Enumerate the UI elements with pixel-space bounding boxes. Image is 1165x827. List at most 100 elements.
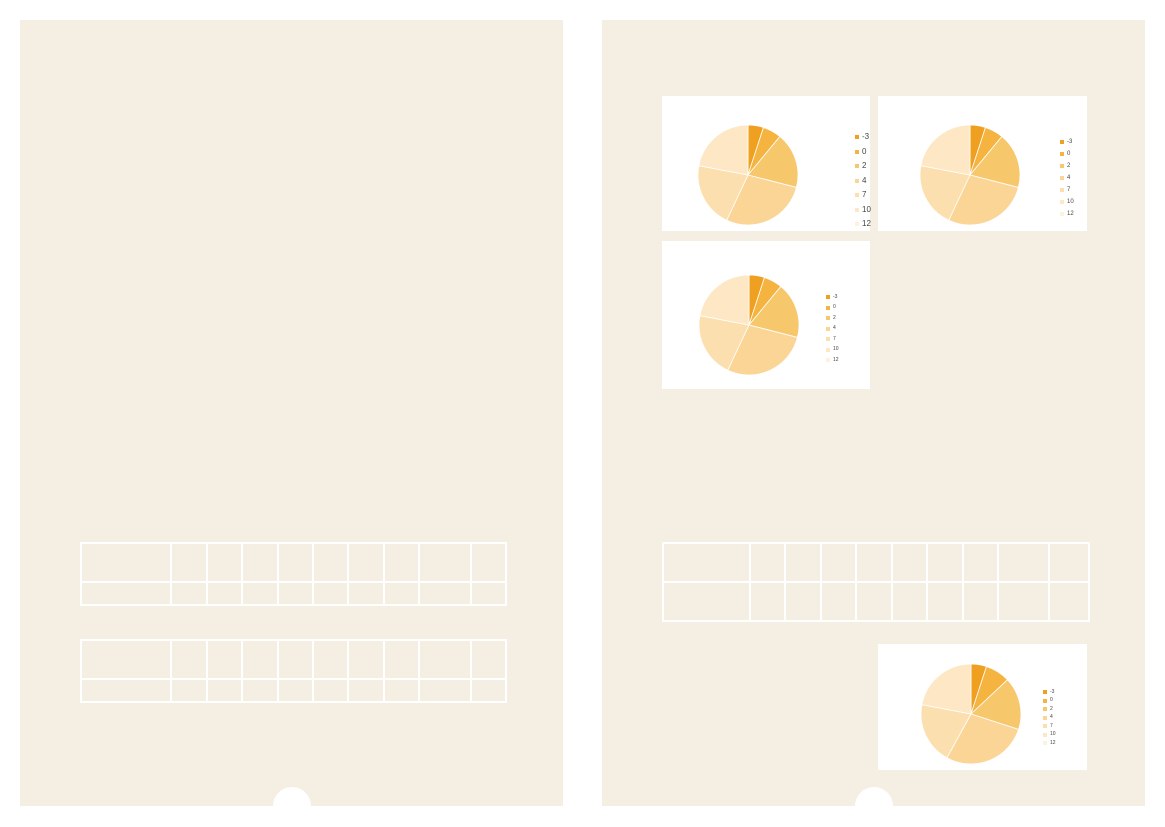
- legend-swatch: [826, 326, 830, 331]
- legend-swatch: [1060, 140, 1064, 144]
- table-cell: [962, 542, 999, 583]
- pie-slice-4: [726, 174, 797, 226]
- legend-label: 4: [833, 325, 836, 332]
- table-cell: [383, 542, 420, 583]
- table-cell: [206, 678, 243, 703]
- legend-swatch: [1043, 698, 1047, 703]
- legend-label: 7: [1050, 722, 1053, 729]
- table-cell: [241, 542, 279, 583]
- page-tab: [855, 787, 893, 825]
- table-cell: [418, 542, 472, 583]
- table-cell: [891, 542, 928, 583]
- pie-chart: -3 0 2 4 7 10 12: [878, 96, 1087, 231]
- table-cell: [312, 678, 349, 703]
- table-cell: [470, 678, 507, 703]
- table-cell: [347, 581, 385, 606]
- legend-item: 2: [1043, 705, 1056, 714]
- legend-item: 2: [1060, 160, 1074, 172]
- legend-label: 12: [833, 356, 839, 363]
- chart-legend: -3 0 2 4 7 10 12: [826, 292, 839, 366]
- pie-chart: -3 0 2 4 7 10 12: [878, 644, 1087, 770]
- table-cell: [1048, 581, 1090, 622]
- table-cell: [383, 581, 420, 606]
- table-cell: [855, 542, 893, 583]
- table-cell: [855, 581, 893, 622]
- legend-item: -3: [1043, 688, 1056, 697]
- pie-chart: -3 0 2 4 7 10 12: [662, 96, 871, 232]
- pie-slice-7: [919, 165, 971, 221]
- legend-item: 2: [855, 159, 871, 174]
- legend-swatch: [1060, 200, 1064, 204]
- table-cell: [383, 639, 420, 680]
- table-cell: [926, 581, 964, 622]
- pie-slice-4: [727, 324, 798, 376]
- table-cell: [170, 678, 208, 703]
- empty-table: [80, 639, 507, 703]
- table-cell: [749, 542, 786, 583]
- table-cell: [206, 542, 243, 583]
- table-cell: [241, 581, 279, 606]
- legend-swatch: [855, 207, 859, 212]
- legend-label: 7: [862, 190, 867, 200]
- legend-swatch: [1060, 152, 1064, 156]
- legend-item: 4: [1043, 714, 1056, 723]
- table-cell: [206, 639, 243, 680]
- pie-slice-2: [969, 135, 1021, 188]
- legend-item: -3: [826, 292, 839, 303]
- table-cell: [820, 542, 857, 583]
- legend-swatch: [1060, 212, 1064, 216]
- table-cell: [962, 581, 999, 622]
- pie-slice-10: [698, 124, 749, 176]
- legend-swatch: [1043, 690, 1047, 695]
- table-cell: [1048, 542, 1090, 583]
- legend-item: 12: [1060, 208, 1074, 220]
- table-cell: [277, 542, 314, 583]
- table-cell: [470, 542, 507, 583]
- table-cell: [206, 581, 243, 606]
- legend-item: 10: [1043, 731, 1056, 740]
- table-cell: [241, 678, 279, 703]
- legend-item: 7: [826, 334, 839, 345]
- legend-item: 12: [1043, 739, 1056, 748]
- table-cell: [997, 542, 1050, 583]
- table-cell: [784, 542, 822, 583]
- legend-label: 10: [1050, 731, 1056, 738]
- legend-label: 2: [833, 314, 836, 321]
- table-cell: [170, 542, 208, 583]
- pie-slice-2: [748, 285, 800, 338]
- legend-label: 10: [833, 346, 839, 353]
- table-cell: [470, 581, 507, 606]
- legend-item: 7: [1043, 722, 1056, 731]
- pie-slice-10: [921, 663, 972, 715]
- legend-label: 12: [1050, 739, 1056, 746]
- pie-slice-7: [920, 704, 972, 759]
- table-cell: [662, 581, 751, 622]
- legend-swatch: [855, 178, 859, 183]
- legend-item: 0: [855, 145, 871, 160]
- table-cell: [784, 581, 822, 622]
- table-cell: [80, 542, 172, 583]
- legend-swatch: [1060, 164, 1064, 168]
- chart-legend: -3 0 2 4 7 10 12: [855, 130, 871, 232]
- table-cell: [749, 581, 786, 622]
- empty-table: [662, 542, 1090, 622]
- legend-swatch: [855, 149, 859, 154]
- chart-legend: -3 0 2 4 7 10 12: [1060, 136, 1074, 220]
- legend-label: 4: [1067, 175, 1071, 181]
- table-cell: [347, 678, 385, 703]
- pie-slice-2: [970, 679, 1022, 730]
- pie-chart: -3 0 2 4 7 10 12: [662, 241, 870, 389]
- table-cell: [170, 581, 208, 606]
- pie-slice-7: [697, 165, 749, 221]
- legend-swatch: [826, 337, 830, 342]
- legend-swatch: [1043, 732, 1047, 737]
- legend-swatch: [826, 316, 830, 321]
- legend-item: 4: [1060, 172, 1074, 184]
- legend-item: 10: [826, 345, 839, 356]
- table-cell: [312, 639, 349, 680]
- legend-item: -3: [855, 130, 871, 145]
- chart-legend: -3 0 2 4 7 10 12: [1043, 688, 1056, 748]
- legend-swatch: [1043, 707, 1047, 712]
- table-cell: [170, 639, 208, 680]
- empty-table: [80, 542, 507, 606]
